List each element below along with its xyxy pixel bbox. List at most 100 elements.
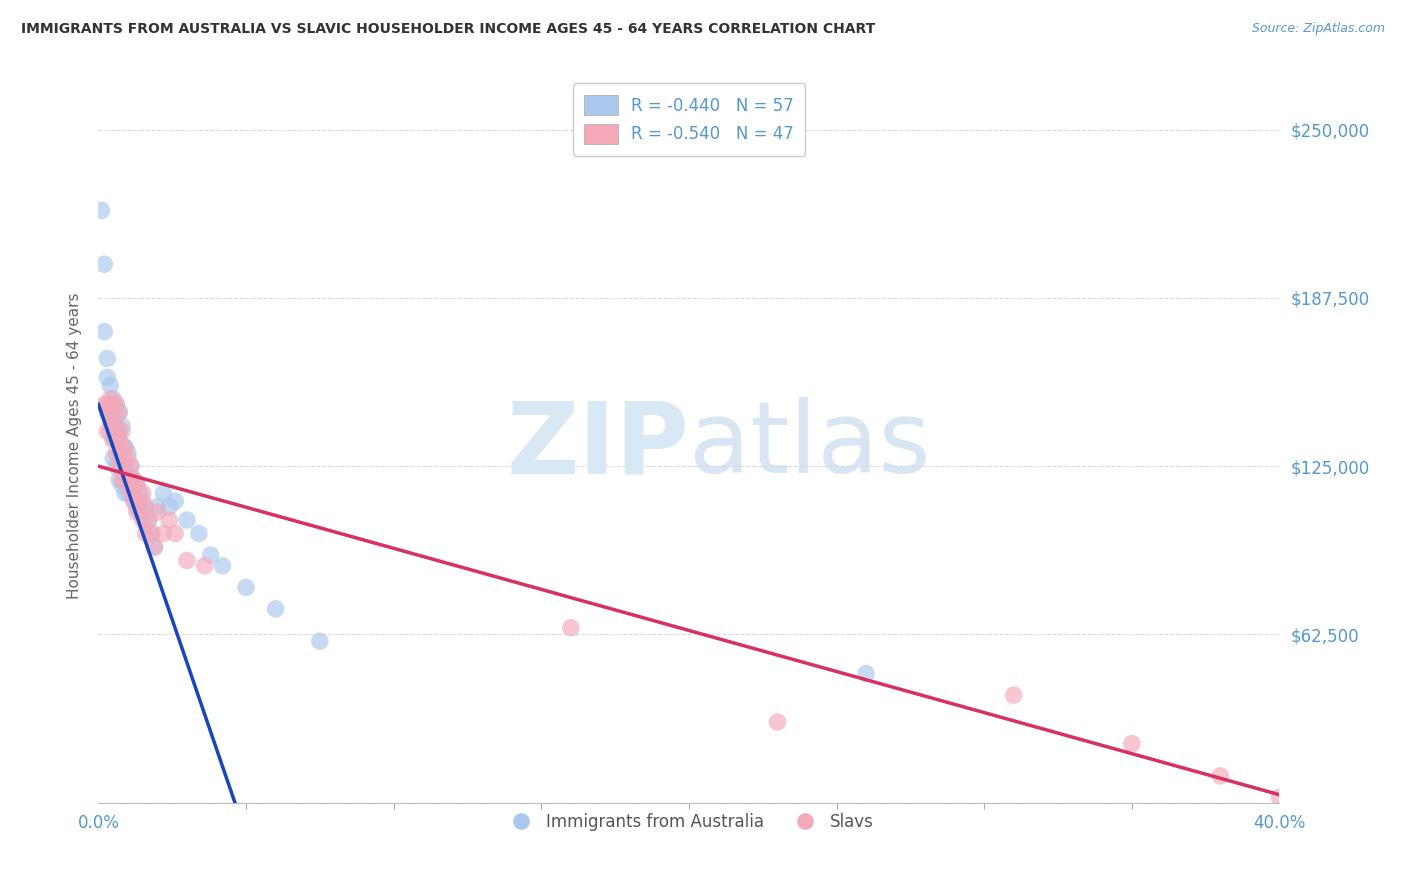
Point <box>1209 769 1232 783</box>
Point <box>120 459 142 474</box>
Point <box>105 459 128 474</box>
Point <box>117 446 139 460</box>
Point <box>122 494 145 508</box>
Point <box>111 473 134 487</box>
Point <box>1002 688 1025 702</box>
Point <box>143 540 166 554</box>
Point <box>111 424 134 438</box>
Point <box>103 397 125 411</box>
Point <box>125 478 148 492</box>
Point <box>120 486 142 500</box>
Point <box>108 451 131 466</box>
Point <box>176 513 198 527</box>
Point <box>98 378 121 392</box>
Point <box>105 418 128 433</box>
Point <box>96 370 118 384</box>
Point <box>98 405 121 419</box>
Text: atlas: atlas <box>689 398 931 494</box>
Point <box>90 203 112 218</box>
Point <box>93 325 115 339</box>
Point <box>125 505 148 519</box>
Point <box>117 467 139 482</box>
Point <box>128 505 150 519</box>
Point <box>141 526 163 541</box>
Point <box>103 405 125 419</box>
Point <box>194 558 217 573</box>
Point <box>152 486 174 500</box>
Point <box>120 478 142 492</box>
Point <box>103 432 125 446</box>
Legend: Immigrants from Australia, Slavs: Immigrants from Australia, Slavs <box>498 806 880 838</box>
Point <box>114 441 136 455</box>
Point <box>96 397 118 411</box>
Point <box>93 257 115 271</box>
Point <box>264 602 287 616</box>
Point <box>105 397 128 411</box>
Point <box>117 451 139 466</box>
Point <box>105 418 128 433</box>
Point <box>111 478 134 492</box>
Point <box>108 473 131 487</box>
Point <box>96 424 118 438</box>
Point <box>122 473 145 487</box>
Point <box>111 437 134 451</box>
Point <box>135 505 157 519</box>
Point <box>122 494 145 508</box>
Point <box>108 405 131 419</box>
Point <box>103 432 125 446</box>
Point <box>103 413 125 427</box>
Point <box>111 446 134 460</box>
Point <box>157 513 180 527</box>
Point <box>125 478 148 492</box>
Point <box>120 459 142 474</box>
Point <box>105 432 128 446</box>
Point <box>111 459 134 474</box>
Point <box>111 418 134 433</box>
Point <box>560 621 582 635</box>
Text: Source: ZipAtlas.com: Source: ZipAtlas.com <box>1251 22 1385 36</box>
Point <box>157 500 180 514</box>
Text: IMMIGRANTS FROM AUSTRALIA VS SLAVIC HOUSEHOLDER INCOME AGES 45 - 64 YEARS CORREL: IMMIGRANTS FROM AUSTRALIA VS SLAVIC HOUS… <box>21 22 876 37</box>
Point <box>96 405 118 419</box>
Point <box>146 505 169 519</box>
Point <box>98 413 121 427</box>
Point <box>125 500 148 514</box>
Point <box>117 486 139 500</box>
Point <box>766 714 789 729</box>
Point <box>98 424 121 438</box>
Point <box>138 513 160 527</box>
Point <box>1121 737 1143 751</box>
Point <box>128 494 150 508</box>
Point <box>135 500 157 514</box>
Point <box>165 526 187 541</box>
Point <box>98 392 121 406</box>
Point <box>108 405 131 419</box>
Point <box>98 397 121 411</box>
Point <box>114 459 136 474</box>
Y-axis label: Householder Income Ages 45 - 64 years: Householder Income Ages 45 - 64 years <box>67 293 83 599</box>
Point <box>96 351 118 366</box>
Point <box>200 548 222 562</box>
Point <box>114 441 136 455</box>
Point <box>108 432 131 446</box>
Point <box>122 473 145 487</box>
Point <box>235 580 257 594</box>
Point <box>187 526 209 541</box>
Point <box>132 494 155 508</box>
Point <box>165 494 187 508</box>
Point <box>1268 790 1291 805</box>
Point <box>114 486 136 500</box>
Point <box>141 526 163 541</box>
Point <box>146 500 169 514</box>
Point <box>135 526 157 541</box>
Point <box>114 467 136 482</box>
Point <box>176 553 198 567</box>
Point <box>93 397 115 411</box>
Point <box>103 392 125 406</box>
Point <box>152 526 174 541</box>
Point <box>132 513 155 527</box>
Point <box>138 513 160 527</box>
Point <box>132 486 155 500</box>
Point <box>108 424 131 438</box>
Point <box>105 397 128 411</box>
